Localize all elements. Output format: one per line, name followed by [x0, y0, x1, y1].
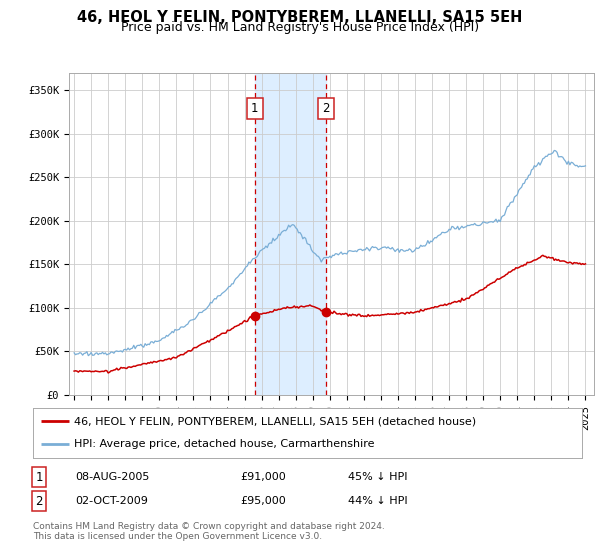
Text: £95,000: £95,000: [240, 496, 286, 506]
Text: 08-AUG-2005: 08-AUG-2005: [75, 472, 149, 482]
Text: HPI: Average price, detached house, Carmarthenshire: HPI: Average price, detached house, Carm…: [74, 440, 374, 450]
Text: 02-OCT-2009: 02-OCT-2009: [75, 496, 148, 506]
Text: 1: 1: [35, 470, 43, 484]
Text: 2: 2: [35, 494, 43, 508]
Text: 44% ↓ HPI: 44% ↓ HPI: [348, 496, 407, 506]
Text: 1: 1: [251, 102, 259, 115]
Text: Contains HM Land Registry data © Crown copyright and database right 2024.
This d: Contains HM Land Registry data © Crown c…: [33, 522, 385, 542]
Text: 46, HEOL Y FELIN, PONTYBEREM, LLANELLI, SA15 5EH: 46, HEOL Y FELIN, PONTYBEREM, LLANELLI, …: [77, 10, 523, 25]
Bar: [255, 73, 326, 395]
Text: £91,000: £91,000: [240, 472, 286, 482]
Text: 46, HEOL Y FELIN, PONTYBEREM, LLANELLI, SA15 5EH (detached house): 46, HEOL Y FELIN, PONTYBEREM, LLANELLI, …: [74, 416, 476, 426]
Text: 45% ↓ HPI: 45% ↓ HPI: [348, 472, 407, 482]
Text: 2: 2: [322, 102, 329, 115]
Text: Price paid vs. HM Land Registry's House Price Index (HPI): Price paid vs. HM Land Registry's House …: [121, 21, 479, 34]
